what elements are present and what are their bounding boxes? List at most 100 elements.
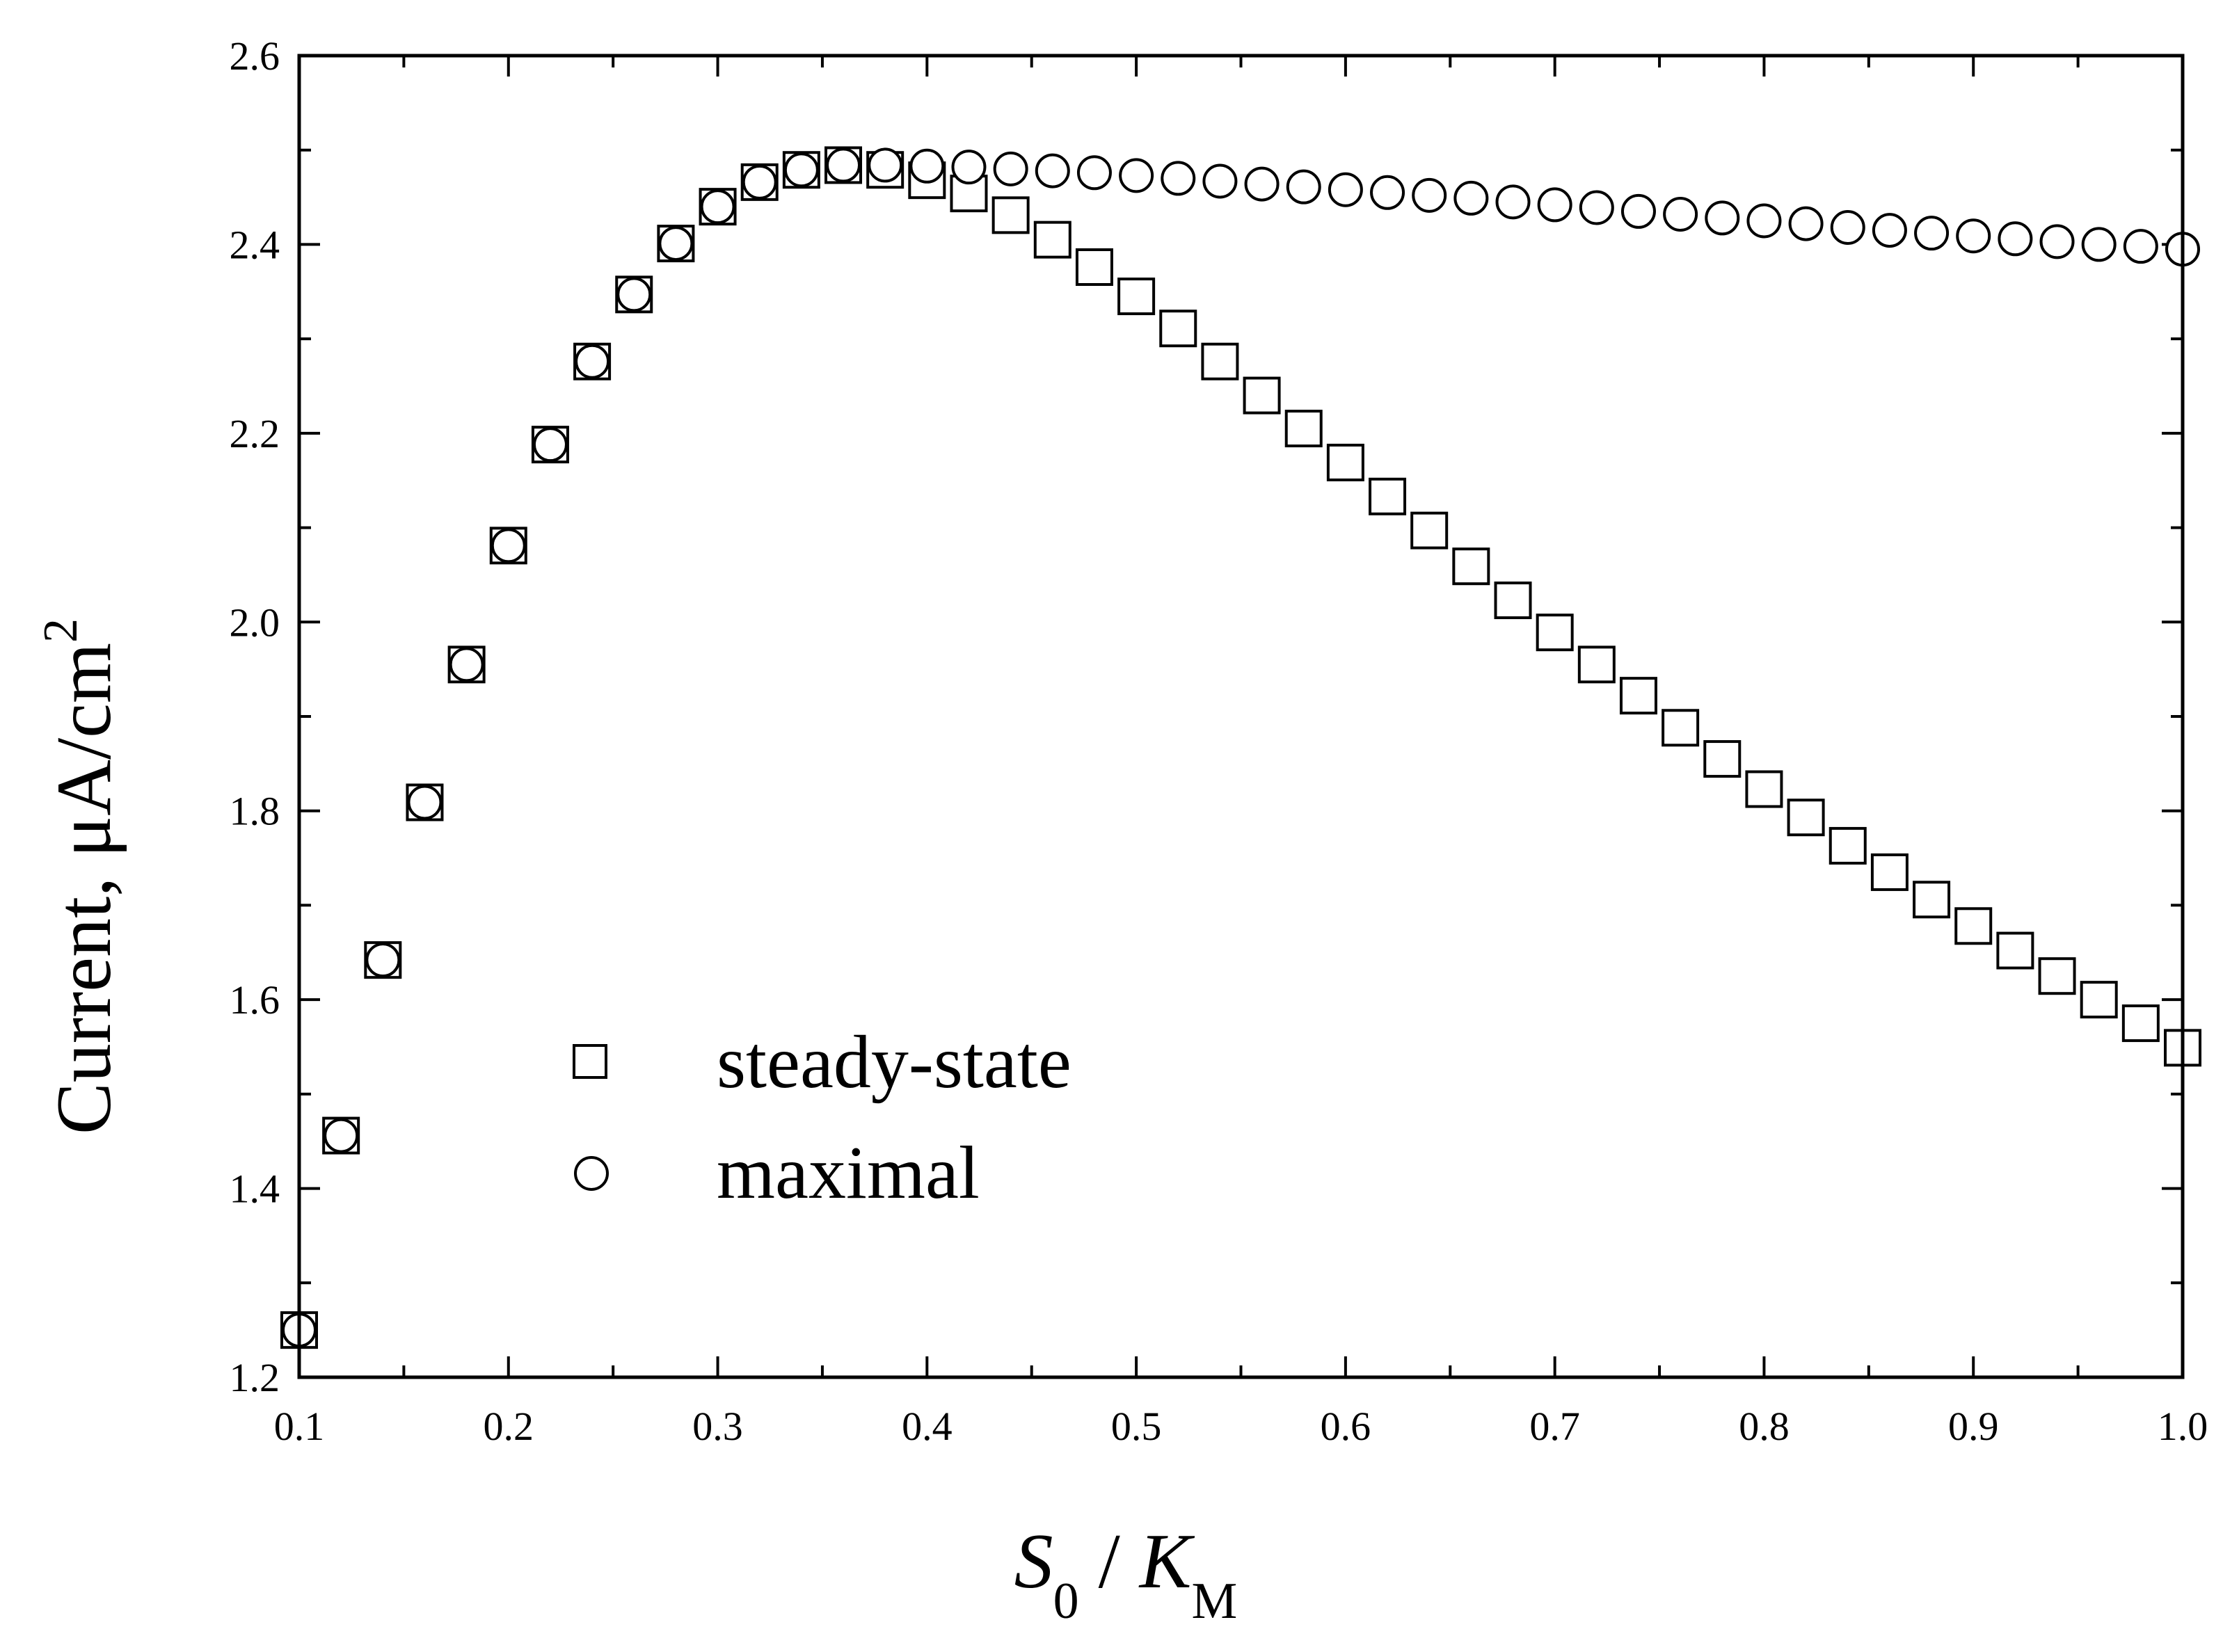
steady-state-point <box>1326 443 1364 481</box>
maximal-point <box>1244 166 1280 202</box>
maximal-point <box>1705 200 1740 236</box>
maximal-point <box>324 1118 359 1153</box>
maximal-point <box>1830 210 1865 245</box>
maximal-point <box>1035 153 1070 189</box>
steady-state-point <box>2038 957 2076 995</box>
series-maximal <box>282 147 2200 1348</box>
maximal-point <box>1872 213 1907 248</box>
maximal-point <box>993 151 1028 186</box>
y-axis-title: Current, μA/cm2 <box>34 618 127 1134</box>
maximal-point <box>2039 224 2075 259</box>
maximal-point <box>1202 163 1238 199</box>
x-axis-title-k-subscript: M <box>1192 1573 1238 1630</box>
axis-ticks <box>298 54 2184 1379</box>
x-tick-label: 0.4 <box>902 1404 953 1449</box>
steady-state-point <box>1996 931 2034 970</box>
steady-state-point <box>1954 907 1993 945</box>
maximal-point <box>1161 161 1196 196</box>
y-tick-label: 2.2 <box>230 411 280 456</box>
maximal-point <box>1453 180 1489 216</box>
steady-state-point <box>1662 709 1700 747</box>
maximal-point <box>868 147 903 183</box>
maximal-point <box>1286 169 1321 205</box>
maximal-point <box>783 152 819 188</box>
steady-state-point <box>1828 826 1867 865</box>
y-tick-label: 2.0 <box>230 600 280 645</box>
maximal-point <box>2123 229 2158 264</box>
steady-state-point <box>1075 248 1113 286</box>
x-tick-label: 0.5 <box>1111 1404 1162 1449</box>
x-tick-label: 0.7 <box>1529 1404 1580 1449</box>
maximal-point <box>2081 227 2117 262</box>
legend-label-steady-state: steady-state <box>717 1021 1071 1104</box>
plot-frame <box>297 54 2185 1379</box>
maximal-point <box>1076 155 1112 191</box>
maximal-point <box>909 148 945 184</box>
legend-marker-maximal <box>574 1156 609 1191</box>
steady-state-point <box>1745 770 1783 808</box>
maximal-point <box>826 147 861 183</box>
maximal-point <box>951 150 987 185</box>
y-tick-label: 1.2 <box>230 1355 280 1400</box>
y-tick-label: 1.4 <box>230 1166 280 1212</box>
maximal-point <box>1370 175 1405 210</box>
maximal-point <box>575 344 610 379</box>
steady-state-point <box>1284 410 1323 448</box>
maximal-point <box>449 647 484 682</box>
y-tick-label: 1.8 <box>230 789 280 834</box>
x-tick-label: 0.1 <box>274 1404 325 1449</box>
maximal-point <box>1537 187 1572 223</box>
maximal-point <box>1998 221 2033 257</box>
maximal-point <box>1412 177 1447 213</box>
maximal-point <box>1495 184 1531 220</box>
steady-state-point <box>2080 981 2118 1019</box>
steady-state-point <box>1703 740 1742 778</box>
maximal-point <box>407 785 443 820</box>
x-axis-title-k: K <box>1138 1518 1195 1605</box>
maximal-point <box>1328 172 1363 207</box>
x-tick-label: 0.8 <box>1739 1404 1790 1449</box>
y-tick-label: 2.6 <box>230 33 280 79</box>
x-axis-title-separator: / <box>1079 1518 1140 1605</box>
steady-state-point <box>2121 1004 2160 1043</box>
steady-state-point <box>1913 881 1951 919</box>
x-axis-title-s: S <box>1014 1518 1053 1605</box>
steady-state-point <box>1536 614 1574 652</box>
x-tick-label: 0.6 <box>1321 1404 1371 1449</box>
maximal-point <box>1579 190 1614 225</box>
maximal-point <box>1956 218 1991 254</box>
y-axis-title-text: Current, μA/cm <box>41 643 127 1134</box>
x-axis-title: S0 / KM <box>1014 1518 1238 1630</box>
maximal-point <box>1119 158 1154 193</box>
steady-state-point <box>991 196 1030 234</box>
maximal-point <box>616 277 652 312</box>
maximal-point <box>1746 203 1782 239</box>
steady-state-point <box>1577 645 1616 684</box>
x-tick-label: 0.3 <box>692 1404 743 1449</box>
maximal-point <box>742 164 777 200</box>
maximal-point <box>532 427 568 463</box>
y-axis-title-superscript: 2 <box>34 618 88 643</box>
y-tick-label: 2.4 <box>230 222 280 267</box>
maximal-point <box>491 528 526 563</box>
maximal-point <box>1788 206 1824 241</box>
steady-state-point <box>1201 342 1239 380</box>
legend-marker-steady-state <box>573 1044 607 1079</box>
steady-state-point <box>1159 310 1197 348</box>
steady-state-point <box>1410 511 1449 550</box>
tick-labels: 0.1 0.2 0.3 0.4 0.5 0.6 0.7 0.8 0.9 1.0 1.2 1.4 1.6 1… <box>230 33 2208 1449</box>
steady-state-point <box>1494 582 1532 620</box>
legend: steady-state maximal <box>573 1021 1071 1214</box>
steady-state-point <box>1369 477 1407 515</box>
steady-state-point <box>1243 376 1281 415</box>
maximal-point <box>1620 193 1656 229</box>
x-tick-label: 0.9 <box>1948 1404 1999 1449</box>
steady-state-point <box>1452 547 1490 586</box>
steady-state-point <box>1117 278 1156 316</box>
y-tick-label: 1.6 <box>230 977 280 1023</box>
steady-state-point <box>1870 853 1909 891</box>
steady-state-point <box>1787 799 1825 837</box>
maximal-point <box>1663 197 1698 232</box>
x-tick-label: 0.2 <box>484 1404 534 1449</box>
